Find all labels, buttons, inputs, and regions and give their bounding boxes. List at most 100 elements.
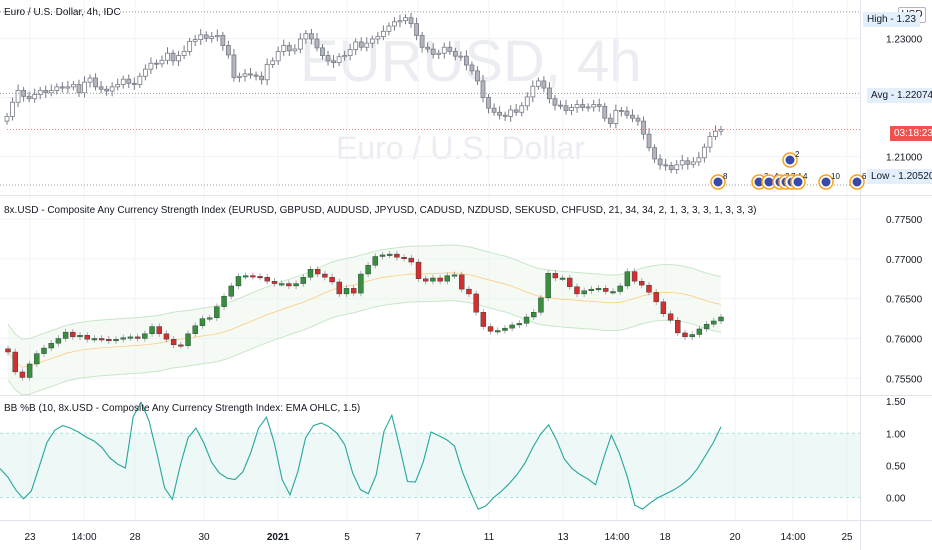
price-tick-label: 0.76000 <box>886 334 923 345</box>
strength-candle <box>13 352 18 372</box>
price-candle <box>326 56 330 61</box>
price-candle <box>553 99 557 106</box>
price-candle <box>226 46 230 55</box>
price-candle <box>33 95 37 99</box>
strength-candle <box>92 338 97 340</box>
price-candle <box>625 111 629 115</box>
strength-candle <box>99 338 104 340</box>
price-candle <box>249 74 253 75</box>
strength-candle <box>243 276 248 278</box>
price-candle <box>686 161 690 165</box>
strength-candle <box>344 288 349 294</box>
strength-candle <box>610 292 615 294</box>
flag-icon-inner <box>822 178 831 187</box>
strength-candle <box>719 317 724 321</box>
price-candle <box>481 81 485 98</box>
time-tick-label: 23 <box>24 532 36 543</box>
price-candle <box>348 50 352 56</box>
strength-candle <box>308 269 313 277</box>
strength-candle <box>625 272 630 286</box>
strength-candle <box>322 274 327 277</box>
price-candle <box>636 118 640 121</box>
strength-candle <box>402 257 407 259</box>
strength-candle <box>423 279 428 281</box>
event-marker-count: 10 <box>831 172 840 181</box>
strength-candle <box>236 276 241 286</box>
time-tick-label: 18 <box>659 532 671 543</box>
price-candle <box>415 24 419 36</box>
strength-candle <box>157 327 162 334</box>
price-candle <box>44 90 48 92</box>
price-candle <box>66 87 70 88</box>
price-candle <box>210 37 214 39</box>
strength-candle <box>366 265 371 274</box>
event-markers[interactable]: 83427441062 <box>711 150 867 189</box>
price-tick-label: 0.77500 <box>886 215 923 226</box>
strength-candle <box>574 287 579 294</box>
price-candle <box>304 34 308 39</box>
price-candle <box>343 56 347 57</box>
strength-candle <box>351 288 356 293</box>
strength-candle <box>337 282 342 294</box>
price-candle <box>536 81 540 86</box>
strength-candle <box>222 296 227 306</box>
strength-candle <box>668 314 673 320</box>
price-candle <box>193 40 197 42</box>
price-candle <box>105 89 109 91</box>
price-candle <box>392 22 396 26</box>
price-candle <box>470 65 474 71</box>
event-marker[interactable]: 8 <box>711 172 728 189</box>
strength-candle <box>207 318 212 320</box>
time-tick-label: 20 <box>729 532 741 543</box>
price-candle <box>459 56 463 57</box>
strength-candle <box>20 372 25 378</box>
price-candle <box>38 90 42 94</box>
price-tick-label: 0.75500 <box>886 374 923 385</box>
time-tick-label: 11 <box>484 532 495 543</box>
price-candle <box>309 34 313 39</box>
price-candle <box>503 115 507 116</box>
strength-candle <box>358 274 363 293</box>
strength-candle <box>445 276 450 282</box>
time-tick-label: 14:00 <box>780 532 805 543</box>
price-candle <box>265 64 269 79</box>
high-label: High - 1.23 <box>863 12 920 27</box>
time-tick-label: 13 <box>557 532 569 543</box>
time-tick-label: 2021 <box>267 532 290 543</box>
price-candle <box>603 106 607 118</box>
strength-candle <box>27 364 32 378</box>
price-candle <box>437 53 441 54</box>
price-candle <box>509 110 513 117</box>
price-candle <box>669 165 673 169</box>
price-candle <box>675 165 679 170</box>
event-marker[interactable]: 2 <box>783 150 800 167</box>
price-candle <box>243 74 247 76</box>
price-tick-label: 1.23000 <box>886 34 923 45</box>
strength-candle <box>70 332 75 337</box>
price-candle <box>320 48 324 56</box>
strength-candle <box>560 278 565 280</box>
price-candle <box>149 63 153 69</box>
price-candle <box>199 35 203 40</box>
price-candle <box>708 137 712 148</box>
strength-candle <box>538 298 543 312</box>
price-candle <box>182 51 186 55</box>
strength-candle <box>63 332 68 338</box>
strength-candle <box>488 327 493 332</box>
strength-candle <box>495 331 500 333</box>
strength-candle <box>78 335 83 337</box>
strength-candle <box>330 277 335 282</box>
price-candle <box>475 71 479 81</box>
flag-icon-inner <box>853 178 862 187</box>
event-marker[interactable]: 10 <box>819 172 840 189</box>
event-marker[interactable]: 6 <box>850 172 867 189</box>
price-candle <box>608 118 612 123</box>
price-candle <box>88 78 92 82</box>
strength-candle <box>135 337 140 339</box>
event-marker-count: 8 <box>723 172 728 181</box>
price-candle <box>132 83 136 84</box>
strength-candle <box>646 285 651 292</box>
price-candle <box>619 111 623 112</box>
price-candle <box>282 46 286 52</box>
